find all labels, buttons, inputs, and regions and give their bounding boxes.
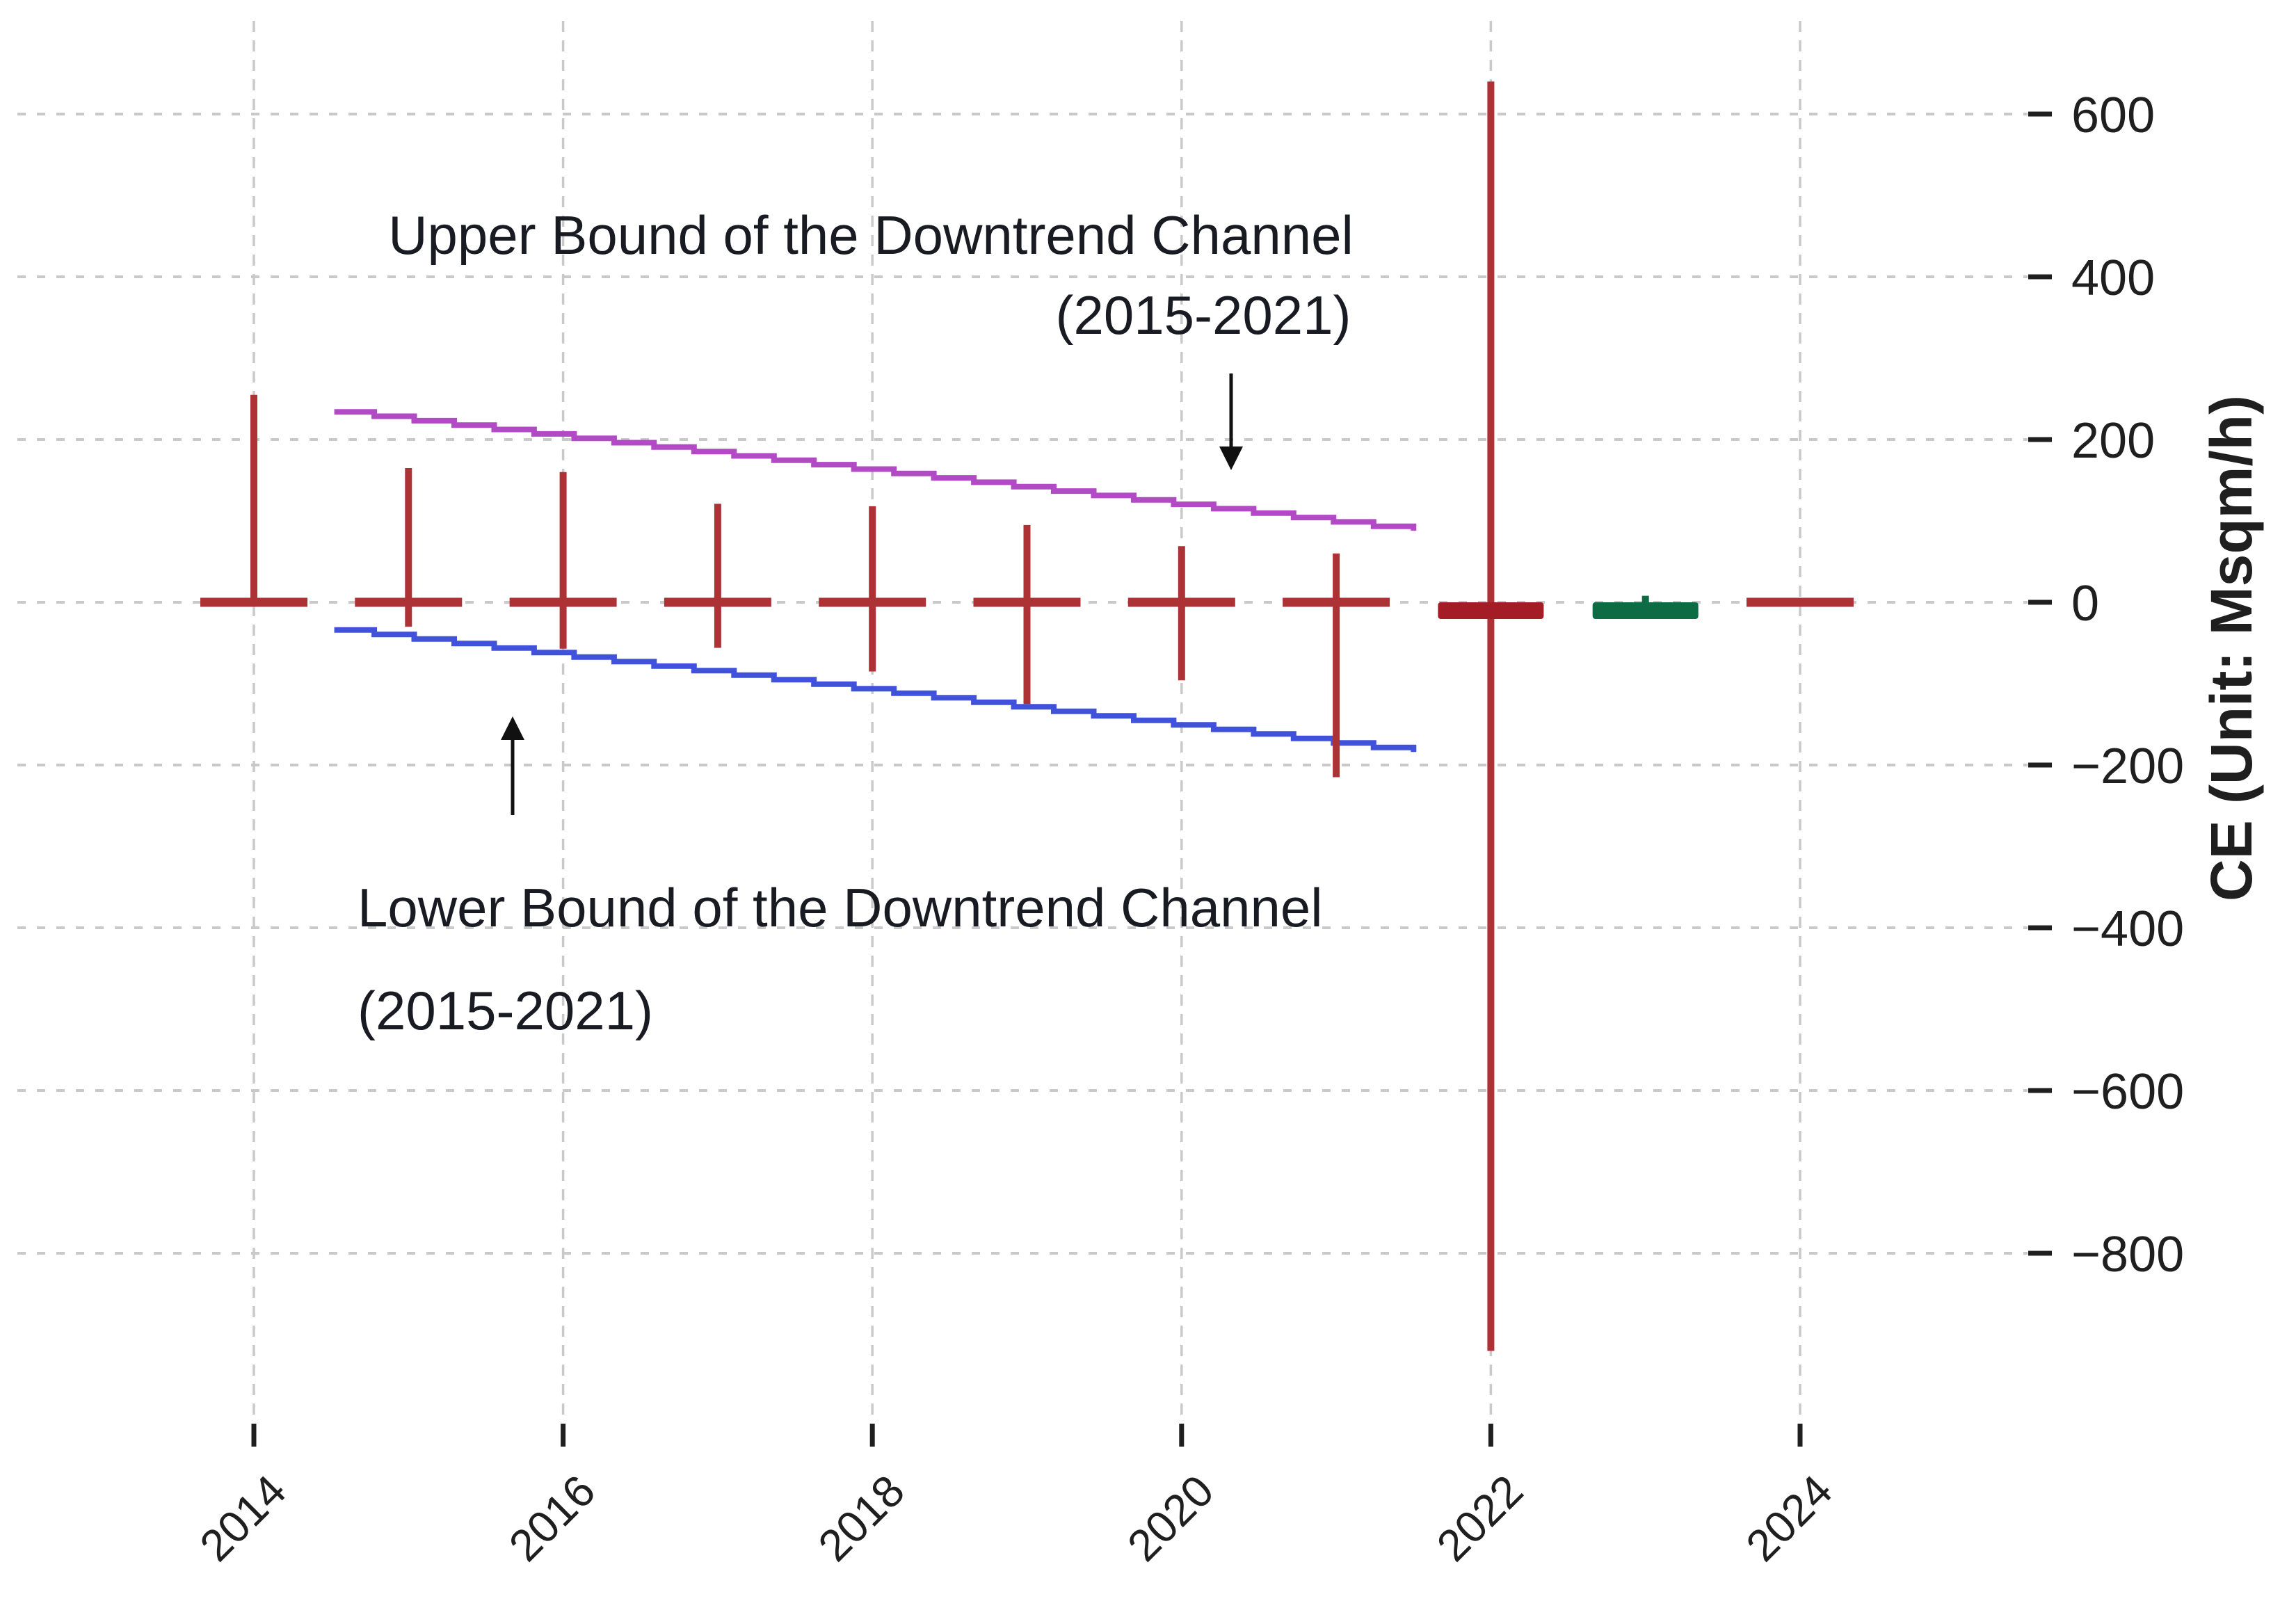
- lower_bound-trend-line: [334, 627, 1417, 753]
- candle-2023-body: [1592, 602, 1699, 619]
- candle-2022-body: [1438, 602, 1544, 619]
- y-tick-label-−800: −800: [2071, 1227, 2184, 1282]
- lower-bound-annotation-years: (2015-2021): [358, 980, 653, 1041]
- y-tick-label-200: 200: [2071, 413, 2155, 469]
- lower-bound-annotation-title: Lower Bound of the Downtrend Channel: [358, 877, 1323, 938]
- up-arrow-head: [501, 716, 524, 740]
- annotation-arrows: [501, 373, 1243, 815]
- down-arrow-head: [1219, 446, 1243, 470]
- candle-2019: [973, 524, 1081, 705]
- candle-2018: [819, 506, 926, 672]
- y-tick-label-0: 0: [2071, 576, 2099, 631]
- downtrend-channel-lines: [334, 409, 1417, 753]
- candle-2023: [1592, 595, 1699, 619]
- y-axis-title: CE (Unit: Msqm/h): [2199, 395, 2264, 901]
- channel-annotations: Upper Bound of the Downtrend Channel (20…: [358, 204, 1354, 1041]
- down-arrow-icon: [1219, 373, 1243, 470]
- upper-bound-annotation-title: Upper Bound of the Downtrend Channel: [388, 204, 1354, 266]
- upper_bound-trend-line: [334, 409, 1417, 531]
- ohlc-candles: [200, 81, 1854, 1351]
- y-tick-label-600: 600: [2071, 88, 2155, 143]
- candle-2017: [664, 504, 771, 648]
- y-tick-label-400: 400: [2071, 250, 2155, 306]
- candle-2015: [355, 468, 463, 627]
- candle-2016: [509, 472, 617, 649]
- candle-2022: [1438, 81, 1544, 1351]
- up-arrow-icon: [501, 716, 524, 815]
- y-tick-label-−600: −600: [2071, 1064, 2184, 1120]
- y-tick-label-−200: −200: [2071, 739, 2184, 794]
- candle-2021: [1283, 553, 1390, 778]
- candle-2014: [200, 394, 307, 607]
- upper-bound-annotation-years: (2015-2021): [1056, 284, 1351, 346]
- candle-2020: [1127, 546, 1235, 681]
- y-tick-label-−400: −400: [2071, 901, 2184, 957]
